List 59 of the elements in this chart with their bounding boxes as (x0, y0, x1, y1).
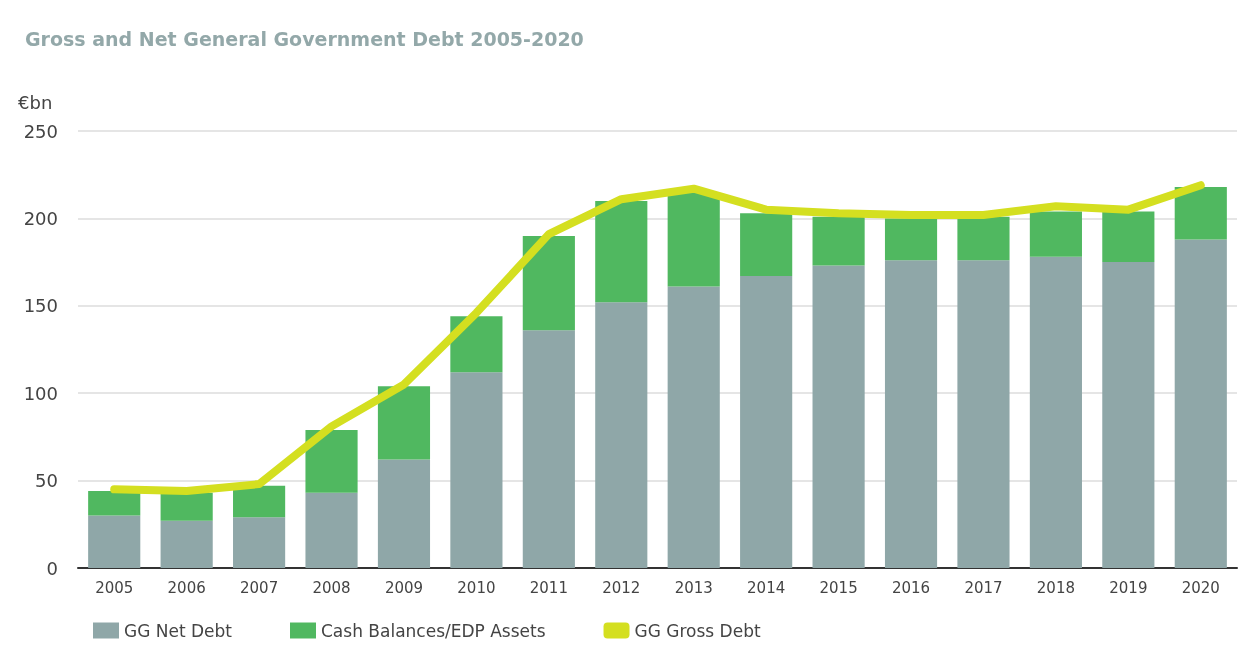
legend-label: Cash Balances/EDP Assets (321, 620, 546, 641)
x-tick-label: 2020 (1181, 578, 1220, 597)
x-tick-label: 2013 (674, 578, 713, 597)
y-axis-title: €bn (18, 91, 53, 113)
chart-title: Gross and Net General Government Debt 2005-2020 (25, 27, 584, 50)
x-tick-label: 2016 (891, 578, 931, 597)
bar (450, 316, 503, 373)
bar (667, 192, 720, 287)
legend-label: GG Net Debt (124, 620, 233, 641)
bar (522, 330, 575, 568)
bar (1029, 211, 1082, 257)
bar (160, 492, 213, 521)
bar (740, 276, 793, 568)
bar (450, 372, 503, 568)
x-tick-label: 2017 (964, 578, 1003, 597)
x-tick-label: 2012 (602, 578, 641, 597)
bar (522, 235, 575, 331)
bar (233, 517, 286, 568)
y-tick-label: 50 (35, 470, 58, 492)
bar (740, 213, 793, 277)
bar (1102, 211, 1155, 263)
bar (1174, 239, 1227, 568)
bar (884, 260, 938, 568)
x-tick-label: 2009 (384, 578, 424, 597)
y-tick-label: 200 (23, 207, 58, 229)
bar (1174, 186, 1227, 240)
y-tick-label: 150 (23, 295, 58, 317)
x-tick-label: 2008 (312, 578, 351, 597)
x-tick-label: 2010 (457, 578, 496, 597)
bar (595, 200, 648, 303)
bar (305, 429, 358, 493)
bar (233, 485, 286, 518)
x-tick-label: 2011 (529, 578, 568, 597)
bar (377, 459, 431, 568)
x-tick-label: 2019 (1109, 578, 1148, 597)
bar (377, 386, 431, 460)
bar (957, 216, 1010, 261)
bar (1029, 256, 1082, 568)
bar (812, 265, 865, 568)
x-tick-label: 2006 (167, 578, 206, 597)
bar (1102, 262, 1155, 568)
x-tick-label: 2014 (747, 578, 786, 597)
legend-label: GG Gross Debt (634, 620, 761, 641)
bar (160, 520, 213, 568)
y-tick-label: 100 (23, 382, 58, 404)
y-tick-label: 250 (23, 120, 58, 142)
bar (305, 492, 358, 568)
y-tick-label: 0 (46, 557, 58, 579)
bar (957, 260, 1010, 568)
bar (812, 216, 865, 266)
bar (88, 515, 141, 568)
x-tick-label: 2018 (1036, 578, 1075, 597)
bar (884, 218, 938, 261)
x-tick-label: 2015 (819, 578, 858, 597)
x-tick-label: 2005 (95, 578, 134, 597)
x-tick-label: 2007 (240, 578, 279, 597)
bar (595, 302, 648, 568)
bar (667, 286, 720, 568)
bar (88, 491, 141, 516)
